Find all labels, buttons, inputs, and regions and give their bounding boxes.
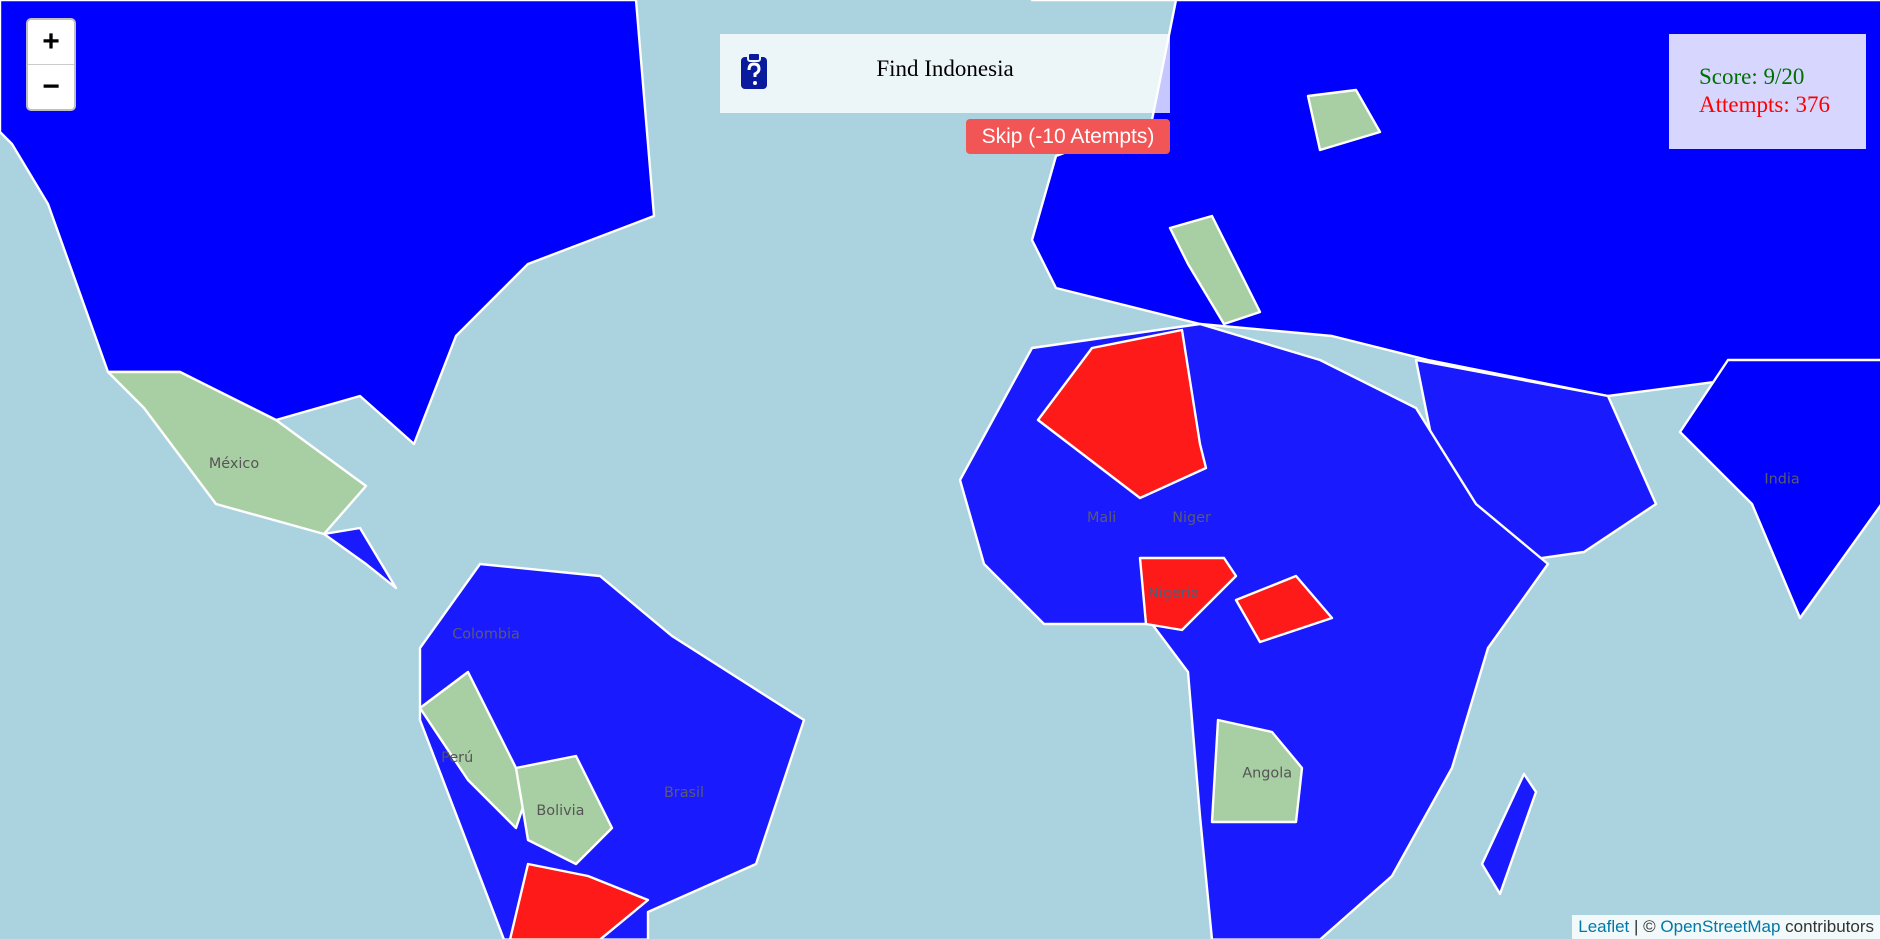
south-america[interactable] <box>418 562 806 939</box>
map-label: India <box>1764 472 1799 488</box>
central-america[interactable] <box>322 526 398 590</box>
map-label: México <box>209 456 259 472</box>
map-label: Bolivia <box>536 803 584 819</box>
madagascar[interactable] <box>1480 772 1538 896</box>
attribution: Leaflet | © OpenStreetMap contributors <box>1572 915 1880 939</box>
score: Score: 9/20 <box>1699 64 1805 89</box>
zoom-control: + − <box>26 18 76 111</box>
central-african-republic[interactable] <box>1234 574 1334 644</box>
osm-link[interactable]: OpenStreetMap <box>1660 917 1781 936</box>
map-label: Perú <box>441 750 473 766</box>
mexico[interactable] <box>106 370 368 536</box>
map-label: Mali <box>1087 510 1116 526</box>
skip-button[interactable]: Skip (-10 Atempts) <box>966 119 1170 154</box>
bolivia[interactable] <box>514 754 614 866</box>
italy[interactable] <box>1168 214 1262 326</box>
india[interactable] <box>1678 358 1880 620</box>
north-america[interactable] <box>0 0 656 446</box>
map-label: Angola <box>1242 766 1292 782</box>
zoom-out[interactable]: − <box>28 64 74 109</box>
prompt-text: Find Indonesia <box>876 56 1014 81</box>
angola[interactable] <box>1210 718 1304 824</box>
attribution-separator: | © <box>1634 917 1656 936</box>
algeria[interactable] <box>1036 328 1208 500</box>
nigeria[interactable] <box>1138 556 1238 632</box>
leaflet-link[interactable]: Leaflet <box>1578 917 1630 936</box>
prompt-box: Find Indonesia <box>720 34 1170 113</box>
map-label: Nigeria <box>1148 586 1200 602</box>
map-label: Brasil <box>664 785 704 801</box>
map-label: Niger <box>1172 510 1211 526</box>
hint-icon[interactable] <box>740 52 768 90</box>
zoom-in[interactable]: + <box>42 25 60 58</box>
belarus[interactable] <box>1306 88 1382 152</box>
score-panel: Score: 9/20 Attempts: 376 <box>1669 34 1866 149</box>
attempts: Attempts: 376 <box>1699 92 1830 117</box>
argentina[interactable] <box>508 862 650 939</box>
map-label: Colombia <box>452 626 520 642</box>
attribution-suffix: contributors <box>1785 917 1874 936</box>
